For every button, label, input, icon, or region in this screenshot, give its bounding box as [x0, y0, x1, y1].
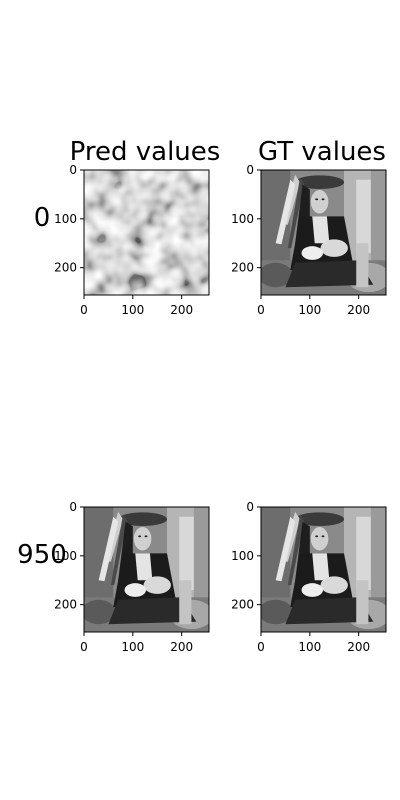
- y-tick-label: 0: [69, 163, 77, 177]
- axes-frame: [260, 506, 387, 633]
- panels-group: 0 100 200 0 100 200 0 100 200 0 100 200 0 100 200 0 100 2…: [54, 163, 387, 654]
- y-tick-label: 200: [231, 261, 254, 275]
- y-tick-label: 100: [231, 212, 254, 226]
- x-tick-label: 0: [257, 640, 265, 654]
- x-tick-label: 100: [121, 303, 144, 317]
- x-tick-label: 100: [298, 303, 321, 317]
- row-label-0: 0: [34, 203, 51, 233]
- image-panel-2: 0 100 200 0 100 200: [54, 500, 210, 654]
- x-tick-label: 0: [80, 640, 88, 654]
- x-tick-label: 200: [170, 303, 193, 317]
- image-noise: [84, 170, 209, 295]
- axes-frame: [83, 169, 210, 296]
- y-tick-label: 0: [246, 500, 254, 514]
- x-tick-label: 100: [298, 640, 321, 654]
- axes-frame: [83, 506, 210, 633]
- image-panel-0: 0 100 200 0 100 200: [54, 163, 210, 317]
- y-tick-label: 200: [54, 261, 77, 275]
- y-tick-label: 100: [54, 549, 77, 563]
- axes-frame: [260, 169, 387, 296]
- y-tick-label: 100: [54, 212, 77, 226]
- image-photo: [261, 507, 386, 632]
- image-panel-3: 0 100 200 0 100 200: [231, 500, 387, 654]
- row-label-950: 950: [17, 540, 67, 570]
- y-tick-label: 0: [69, 500, 77, 514]
- image-photo: [84, 507, 209, 632]
- x-tick-label: 0: [257, 303, 265, 317]
- x-tick-label: 0: [80, 303, 88, 317]
- column-title-gt: GT values: [258, 137, 386, 167]
- x-tick-label: 200: [347, 303, 370, 317]
- image-panel-1: 0 100 200 0 100 200: [231, 163, 387, 317]
- image-photo: [261, 170, 386, 295]
- x-tick-label: 200: [170, 640, 193, 654]
- y-tick-label: 200: [54, 598, 77, 612]
- y-tick-label: 200: [231, 598, 254, 612]
- y-tick-label: 0: [246, 163, 254, 177]
- y-tick-label: 100: [231, 549, 254, 563]
- x-tick-label: 100: [121, 640, 144, 654]
- column-title-pred: Pred values: [70, 137, 221, 167]
- x-tick-label: 200: [347, 640, 370, 654]
